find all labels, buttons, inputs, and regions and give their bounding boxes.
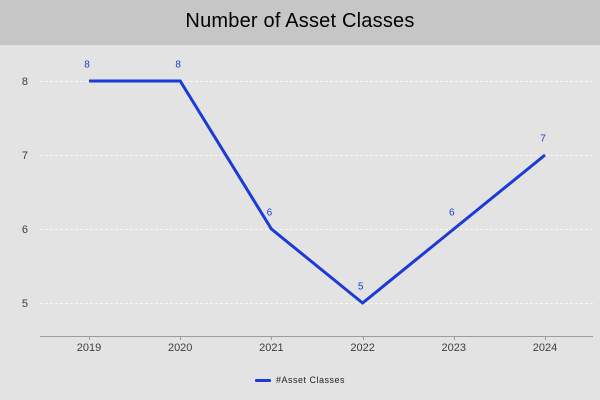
x-tick-mark bbox=[180, 336, 182, 340]
data-point-label: 6 bbox=[449, 207, 455, 219]
x-tick-label: 2022 bbox=[350, 342, 375, 354]
y-tick-label: 7 bbox=[21, 150, 28, 162]
data-point-label: 5 bbox=[357, 281, 364, 293]
legend-label: #Asset Classes bbox=[275, 375, 346, 385]
data-point-label: 6 bbox=[266, 207, 273, 219]
data-point-label: 8 bbox=[175, 59, 181, 71]
x-tick-label: 2020 bbox=[167, 342, 193, 354]
grid-line bbox=[40, 155, 593, 156]
x-tick-mark bbox=[362, 336, 364, 340]
x-tick-label: 2019 bbox=[76, 342, 102, 354]
data-point-label: 7 bbox=[540, 133, 546, 145]
grid-line bbox=[40, 229, 593, 230]
x-axis-line bbox=[40, 336, 593, 337]
asset-classes-line bbox=[89, 79, 546, 305]
x-tick-mark bbox=[89, 336, 90, 340]
grid-line bbox=[40, 81, 593, 82]
x-tick-label: 2023 bbox=[441, 342, 467, 354]
x-tick-mark bbox=[271, 336, 273, 340]
chart-title-bar: Number of Asset Classes bbox=[0, 0, 600, 45]
x-tick-mark bbox=[545, 336, 546, 340]
y-tick-label: 5 bbox=[21, 298, 28, 310]
data-point-label: 8 bbox=[84, 59, 90, 71]
grid-line bbox=[40, 303, 593, 304]
x-tick-label: 2024 bbox=[532, 342, 558, 354]
x-tick-label: 2021 bbox=[259, 342, 284, 354]
legend-line-swatch bbox=[254, 378, 271, 382]
y-tick-label: 8 bbox=[21, 76, 28, 88]
y-tick-label: 6 bbox=[21, 224, 28, 236]
legend[interactable]: #Asset Classes bbox=[0, 373, 600, 387]
x-tick-mark bbox=[453, 336, 455, 340]
chart-title: Number of Asset Classes bbox=[185, 10, 415, 32]
